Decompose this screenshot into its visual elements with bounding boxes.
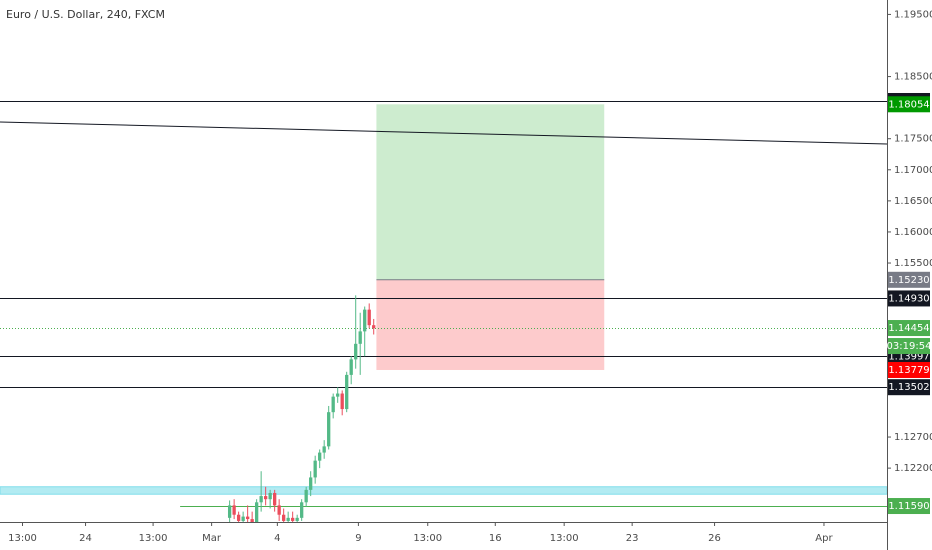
candle-body bbox=[227, 505, 232, 518]
candle-body bbox=[313, 460, 317, 478]
candle-body bbox=[241, 516, 245, 521]
level-label: 1.11590 bbox=[888, 501, 929, 512]
chart-title: Euro / U.S. Dollar, 240, FXCM bbox=[6, 8, 165, 21]
candle-body bbox=[340, 393, 344, 410]
candle-body bbox=[349, 359, 353, 375]
level-label: 1.14930 bbox=[888, 293, 929, 304]
entry-label-bg bbox=[888, 271, 930, 288]
x-tick-label: 13:00 bbox=[139, 533, 168, 544]
candle-body bbox=[282, 514, 286, 521]
level-label: 1.13997 bbox=[888, 351, 929, 362]
candle-body bbox=[245, 516, 250, 520]
countdown: 03:19:54 bbox=[887, 341, 932, 352]
candle-body bbox=[318, 452, 322, 461]
stop-label-bg bbox=[888, 361, 930, 378]
candle-body bbox=[372, 325, 376, 329]
candle-body bbox=[268, 492, 272, 500]
y-tick-label: 1.15500 bbox=[894, 258, 932, 269]
candle-body bbox=[291, 517, 295, 521]
candle-body bbox=[254, 502, 259, 522]
candle-body bbox=[286, 517, 290, 521]
level-label-bg bbox=[888, 290, 930, 307]
level-label: 1.14454 bbox=[888, 323, 929, 334]
x-tick-label: 23 bbox=[626, 533, 639, 544]
candle-body bbox=[363, 309, 367, 332]
target-label: 1.18054 bbox=[888, 99, 929, 110]
support-zone bbox=[0, 486, 887, 495]
candle-body bbox=[263, 496, 268, 500]
countdown-bg bbox=[888, 338, 930, 355]
candle-body bbox=[354, 343, 358, 360]
candle-body bbox=[277, 505, 281, 515]
candle-body bbox=[336, 393, 340, 397]
y-tick-label: 1.12200 bbox=[894, 463, 932, 474]
x-tick-label: 13:00 bbox=[8, 533, 37, 544]
candle-body bbox=[232, 505, 236, 515]
candle-body bbox=[259, 496, 263, 503]
level-label-bg bbox=[888, 498, 930, 515]
level-label-bg bbox=[888, 320, 930, 337]
y-tick-label: 1.16000 bbox=[894, 227, 932, 238]
y-tick-label: 1.19500 bbox=[894, 9, 932, 20]
candle-body bbox=[367, 309, 371, 326]
candle-body bbox=[250, 519, 254, 522]
x-tick-label: 16 bbox=[489, 533, 502, 544]
candle-body bbox=[345, 374, 349, 410]
candle-body bbox=[309, 477, 313, 490]
x-tick-label: 24 bbox=[79, 533, 92, 544]
candle-body bbox=[273, 492, 277, 506]
target-label-bg bbox=[888, 96, 930, 113]
trendline bbox=[0, 121, 887, 145]
candle-body bbox=[358, 331, 362, 344]
entry-label: 1.15230 bbox=[888, 275, 929, 286]
candle-body bbox=[236, 514, 241, 521]
candle-body bbox=[295, 517, 299, 521]
x-tick-label: 4 bbox=[274, 533, 280, 544]
x-tick-label: 26 bbox=[708, 533, 721, 544]
plot-area bbox=[0, 101, 887, 522]
x-tick-label: Apr bbox=[815, 533, 833, 544]
stop-label: 1.13779 bbox=[888, 365, 929, 376]
candle-body bbox=[300, 502, 304, 518]
level-label-bg bbox=[888, 379, 930, 396]
level-label: 1.13502 bbox=[888, 382, 929, 393]
y-tick-label: 1.17500 bbox=[894, 134, 932, 145]
candle-body bbox=[304, 489, 308, 503]
profit-zone bbox=[376, 104, 605, 280]
y-tick-label: 1.18500 bbox=[894, 72, 932, 83]
x-tick-label: 9 bbox=[355, 533, 361, 544]
x-tick-label: Mar bbox=[202, 533, 222, 544]
candle-body bbox=[327, 412, 331, 447]
y-tick-label: 1.12700 bbox=[894, 432, 932, 443]
x-tick-label: 13:00 bbox=[413, 533, 442, 544]
x-tick-label: 13:00 bbox=[550, 533, 579, 544]
candle-body bbox=[331, 396, 335, 413]
y-tick-label: 1.16500 bbox=[894, 196, 932, 207]
y-tick-label: 1.17000 bbox=[894, 165, 932, 176]
loss-zone bbox=[376, 279, 605, 370]
candle-body bbox=[322, 446, 326, 453]
